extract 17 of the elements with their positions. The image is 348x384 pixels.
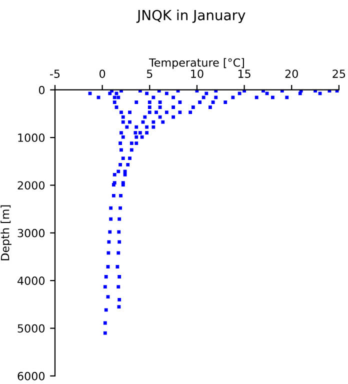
y-tick-label: 0 xyxy=(38,86,45,94)
y-tick-label: 2000 xyxy=(18,181,45,190)
x-tick-label: 5 xyxy=(146,70,152,78)
x-tick-label: 10 xyxy=(191,70,204,78)
y-tick-label: 3000 xyxy=(18,228,45,238)
y-tick-label: 4000 xyxy=(18,276,45,285)
x-tick-label: 25 xyxy=(332,70,346,78)
x-tick-label: 15 xyxy=(238,70,250,78)
x-tick-label: -5 xyxy=(50,70,60,78)
x-axis-title: Temperature [°C] xyxy=(148,58,244,69)
y-axis-title: Depth [m] xyxy=(0,205,12,260)
x-tick-label: 20 xyxy=(285,70,298,78)
y-tick-label: 1000 xyxy=(18,134,45,142)
x-tick-label: 0 xyxy=(100,70,106,78)
y-tick-label: 5000 xyxy=(18,324,45,333)
y-tick-label: 6000 xyxy=(18,372,45,380)
chart-title: JNQK in January xyxy=(136,10,246,24)
